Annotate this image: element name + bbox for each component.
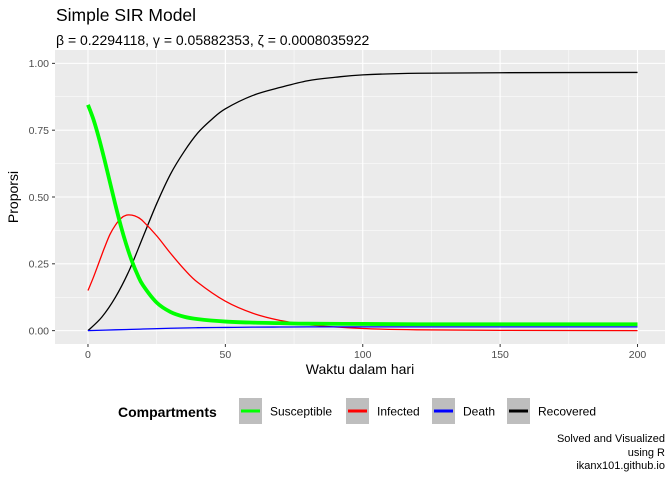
- y-tick-label: 0.00: [29, 325, 50, 337]
- y-tick-label: 0.25: [29, 259, 50, 271]
- x-tick-label: 50: [220, 349, 232, 361]
- legend-label-death: Death: [463, 405, 495, 419]
- caption-line-1: Solved and Visualized: [556, 433, 665, 445]
- caption-line-3: ikanx101.github.io: [576, 460, 665, 472]
- series-line-death: [87, 326, 638, 332]
- legend-label-infected: Infected: [377, 405, 420, 419]
- legend-label-recovered: Recovered: [538, 405, 596, 419]
- series-line-susceptible: [86, 104, 638, 327]
- y-axis-label: Proporsi: [5, 171, 21, 223]
- chart-subtitle: β = 0.2294118, γ = 0.05882353, ζ = 0.000…: [56, 32, 370, 48]
- legend-label-susceptible: Susceptible: [270, 405, 332, 419]
- x-tick-label: 200: [629, 349, 647, 361]
- series-layer: [86, 71, 638, 332]
- series-line-recovered: [87, 71, 638, 332]
- series-line-infected: [87, 214, 638, 332]
- chart-title: Simple SIR Model: [56, 5, 197, 25]
- x-tick-label: 0: [85, 349, 91, 361]
- y-tick-label: 0.75: [29, 125, 50, 137]
- axis-layer: 0.00 0.25 0.50 0.75 1.00 0 50 100 150 200: [29, 58, 647, 361]
- x-axis-label: Waktu dalam hari: [306, 361, 414, 377]
- legend-title: Compartments: [118, 404, 217, 420]
- x-tick-label: 150: [491, 349, 509, 361]
- grid-major: [55, 50, 665, 344]
- legend: Compartments Susceptible Infected Death Reco…: [118, 398, 596, 424]
- y-tick-label: 0.50: [29, 192, 50, 204]
- y-tick-label: 1.00: [29, 58, 50, 70]
- x-tick-label: 100: [354, 349, 372, 361]
- caption-line-2: using R: [627, 446, 665, 459]
- caption: Solved and Visualized using R ikanx101.g…: [557, 433, 665, 474]
